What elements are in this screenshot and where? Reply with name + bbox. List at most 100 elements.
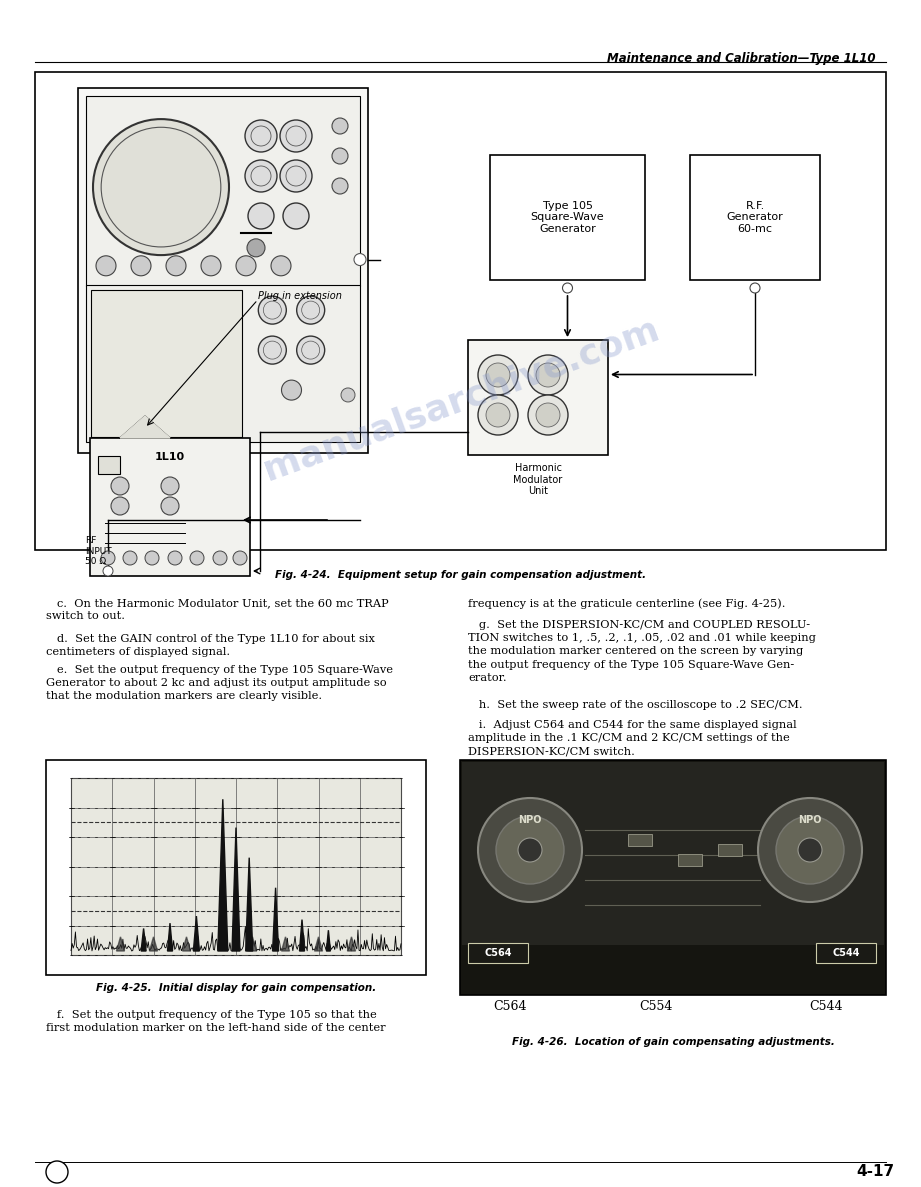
Text: C544: C544: [810, 999, 843, 1013]
Circle shape: [258, 336, 286, 364]
Text: h.  Set the sweep rate of the oscilloscope to .2 SEC/CM.: h. Set the sweep rate of the oscilloscop…: [468, 700, 802, 710]
Circle shape: [283, 203, 309, 229]
Circle shape: [93, 119, 229, 255]
Polygon shape: [246, 858, 252, 951]
Polygon shape: [314, 937, 322, 951]
Text: i.  Adjust C564 and C544 for the same displayed signal
amplitude in the .1 KC/CM: i. Adjust C564 and C544 for the same dis…: [468, 721, 797, 756]
Circle shape: [145, 551, 159, 565]
Circle shape: [478, 798, 582, 902]
Bar: [468, 339, 608, 455]
Polygon shape: [249, 937, 257, 951]
Circle shape: [280, 160, 312, 192]
Circle shape: [233, 551, 247, 565]
Circle shape: [486, 363, 510, 387]
Text: Fig. 4-25.  Initial display for gain compensation.: Fig. 4-25. Initial display for gain comp…: [96, 983, 376, 994]
Circle shape: [478, 355, 518, 395]
Text: Fig. 4-24.  Equipment setup for gain compensation adjustment.: Fig. 4-24. Equipment setup for gain comp…: [275, 570, 647, 580]
Polygon shape: [141, 928, 146, 951]
Circle shape: [101, 551, 115, 565]
Polygon shape: [193, 916, 200, 951]
Text: C564: C564: [484, 948, 512, 958]
Text: Fig. 4-26.  Location of gain compensating adjustments.: Fig. 4-26. Location of gain compensating…: [511, 1037, 834, 1047]
Circle shape: [536, 404, 560, 427]
Bar: [86, 96, 360, 286]
Circle shape: [536, 363, 560, 387]
Text: f.  Set the output frequency of the Type 105 so that the
first modulation marker: f. Set the output frequency of the Type …: [46, 1010, 386, 1033]
Circle shape: [750, 283, 760, 293]
Circle shape: [271, 256, 291, 275]
Circle shape: [236, 256, 256, 275]
Text: Harmonic
Modulator
Unit: Harmonic Modulator Unit: [513, 463, 563, 496]
Circle shape: [166, 256, 186, 275]
Bar: [460, 760, 886, 995]
Circle shape: [798, 838, 822, 862]
Text: R.F.
Generator
60-mc: R.F. Generator 60-mc: [727, 201, 784, 234]
Circle shape: [247, 239, 265, 256]
Text: A: A: [53, 1167, 60, 1178]
Circle shape: [161, 497, 179, 515]
Text: d.  Set the GAIN control of the Type 1L10 for about six
centimeters of displayed: d. Set the GAIN control of the Type 1L10…: [46, 634, 375, 658]
Circle shape: [354, 254, 366, 266]
Circle shape: [332, 178, 348, 193]
Text: C554: C554: [639, 999, 672, 1013]
Text: g.  Set the DISPERSION-KC/CM and COUPLED RESOLU-
TION switches to 1, .5, .2, .1,: g. Set the DISPERSION-KC/CM and COUPLED …: [468, 620, 816, 683]
Text: Type 105
Square-Wave
Generator: Type 105 Square-Wave Generator: [530, 201, 604, 234]
Text: manualsarchive.com: manualsarchive.com: [259, 312, 664, 488]
Text: NPO: NPO: [799, 815, 822, 825]
Bar: [690, 155, 820, 280]
Bar: [462, 762, 884, 945]
Circle shape: [332, 118, 348, 134]
Text: Maintenance and Calibration—Type 1L10: Maintenance and Calibration—Type 1L10: [607, 52, 875, 65]
Circle shape: [161, 477, 179, 495]
Circle shape: [332, 148, 348, 164]
Bar: [35, 72, 886, 550]
Bar: [46, 760, 426, 975]
Circle shape: [168, 551, 182, 565]
Polygon shape: [326, 931, 331, 951]
Bar: [628, 834, 652, 846]
Circle shape: [46, 1161, 68, 1183]
Circle shape: [111, 477, 129, 495]
Circle shape: [758, 798, 862, 902]
Text: RF
INPUT
50 Ω: RF INPUT 50 Ω: [85, 537, 111, 566]
Circle shape: [563, 283, 573, 293]
Text: 4-17: 4-17: [856, 1164, 894, 1180]
Circle shape: [96, 256, 116, 275]
Bar: [91, 290, 241, 437]
Circle shape: [213, 551, 227, 565]
Polygon shape: [347, 937, 356, 951]
Polygon shape: [232, 827, 240, 951]
Circle shape: [245, 160, 277, 192]
Bar: [490, 155, 645, 280]
Polygon shape: [120, 415, 170, 438]
Bar: [98, 456, 120, 474]
Circle shape: [528, 355, 568, 395]
Bar: [90, 438, 250, 576]
Circle shape: [190, 551, 204, 565]
Circle shape: [518, 838, 542, 862]
Bar: [78, 88, 368, 453]
Circle shape: [258, 296, 286, 324]
Circle shape: [103, 566, 113, 576]
Circle shape: [341, 388, 355, 402]
Circle shape: [131, 256, 151, 275]
Polygon shape: [149, 937, 157, 951]
Circle shape: [282, 380, 301, 400]
Circle shape: [486, 404, 510, 427]
Text: Plug in extension: Plug in extension: [258, 291, 342, 301]
Circle shape: [248, 203, 274, 229]
Polygon shape: [116, 937, 124, 951]
Polygon shape: [282, 937, 289, 951]
Bar: [86, 285, 360, 442]
Circle shape: [297, 296, 325, 324]
Text: C564: C564: [494, 999, 527, 1013]
Circle shape: [297, 336, 325, 364]
Text: NPO: NPO: [519, 815, 542, 825]
Bar: [718, 844, 742, 856]
Polygon shape: [273, 888, 278, 951]
Polygon shape: [168, 923, 172, 951]
Text: e.  Set the output frequency of the Type 105 Square-Wave
Generator to about 2 kc: e. Set the output frequency of the Type …: [46, 665, 393, 702]
Polygon shape: [299, 920, 305, 951]
Bar: [468, 942, 528, 963]
Text: c.  On the Harmonic Modulator Unit, set the 60 mc TRAP
switch to out.: c. On the Harmonic Modulator Unit, set t…: [46, 598, 389, 621]
